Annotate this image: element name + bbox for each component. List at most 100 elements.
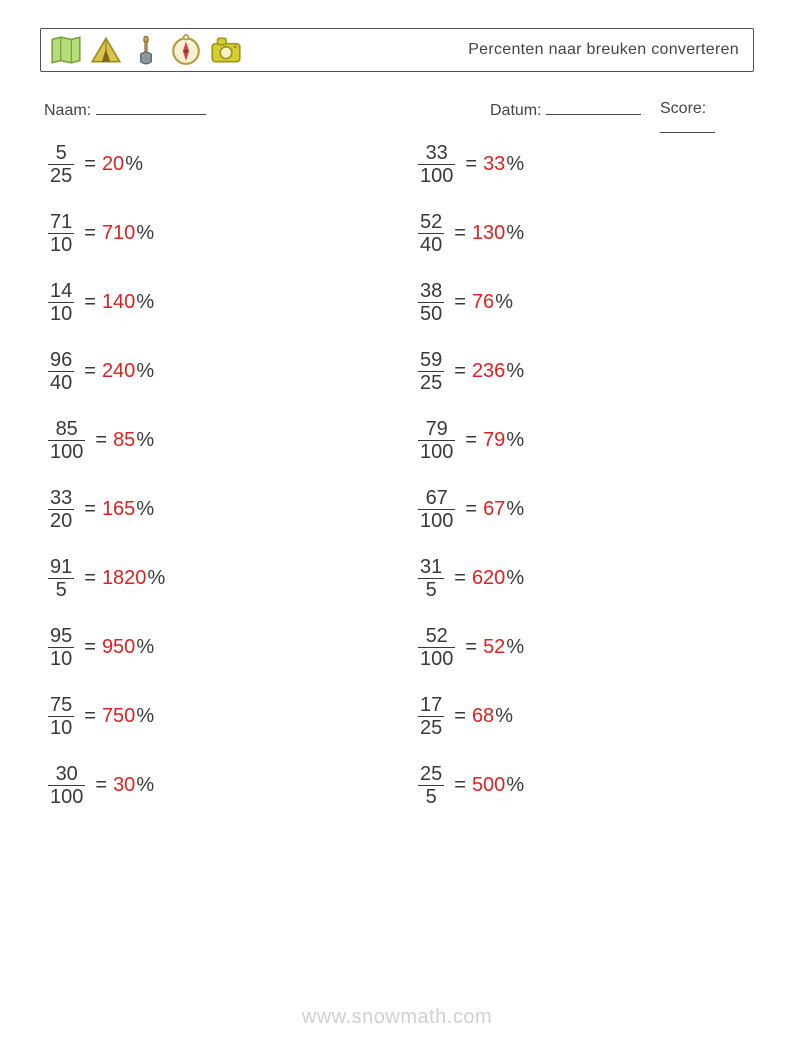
fraction-denominator: 10 bbox=[48, 234, 74, 256]
equals-sign: = bbox=[454, 291, 466, 314]
percent-sign: % bbox=[506, 222, 524, 245]
answer-value: 240 bbox=[102, 360, 135, 383]
equals-sign: = bbox=[454, 567, 466, 590]
problem-row: 7510=750%1725=68% bbox=[48, 682, 748, 751]
problem-row: 9510=950%52100=52% bbox=[48, 613, 748, 682]
problem-cell: 5925=236% bbox=[418, 349, 748, 394]
worksheet-title: Percenten naar breuken converteren bbox=[468, 29, 739, 71]
fraction: 315 bbox=[418, 556, 444, 601]
fraction: 7510 bbox=[48, 694, 74, 739]
equals-sign: = bbox=[465, 498, 477, 521]
name-label: Naam: bbox=[44, 102, 91, 119]
fraction-denominator: 25 bbox=[418, 717, 444, 739]
percent-sign: % bbox=[506, 360, 524, 383]
fraction-numerator: 85 bbox=[54, 418, 80, 440]
fraction-numerator: 52 bbox=[418, 211, 444, 233]
fraction-denominator: 25 bbox=[48, 165, 74, 187]
percent-sign: % bbox=[136, 774, 154, 797]
fraction-denominator: 100 bbox=[418, 165, 455, 187]
problems-grid: 525=20%33100=33%7110=710%5240=130%1410=1… bbox=[48, 130, 748, 820]
fraction: 9640 bbox=[48, 349, 74, 394]
fraction: 9510 bbox=[48, 625, 74, 670]
problem-row: 915=1820%315=620% bbox=[48, 544, 748, 613]
fraction-numerator: 5 bbox=[54, 142, 69, 164]
problem-row: 7110=710%5240=130% bbox=[48, 199, 748, 268]
problem-cell: 5240=130% bbox=[418, 211, 748, 256]
fraction-numerator: 30 bbox=[54, 763, 80, 785]
equals-sign: = bbox=[84, 636, 96, 659]
fraction: 3320 bbox=[48, 487, 74, 532]
fraction-denominator: 5 bbox=[54, 579, 69, 601]
equals-sign: = bbox=[95, 429, 107, 452]
answer-value: 620 bbox=[472, 567, 505, 590]
name-field: Naam: bbox=[44, 100, 206, 120]
fraction-denominator: 5 bbox=[424, 579, 439, 601]
fraction: 915 bbox=[48, 556, 74, 601]
map-icon bbox=[49, 33, 83, 67]
percent-sign: % bbox=[136, 291, 154, 314]
problem-cell: 315=620% bbox=[418, 556, 748, 601]
answer-value: 52 bbox=[483, 636, 505, 659]
answer-value: 68 bbox=[472, 705, 494, 728]
equals-sign: = bbox=[465, 429, 477, 452]
fraction-denominator: 100 bbox=[48, 786, 85, 808]
fraction-denominator: 100 bbox=[418, 648, 455, 670]
problem-cell: 3320=165% bbox=[48, 487, 418, 532]
date-blank bbox=[546, 100, 641, 115]
problem-cell: 7510=750% bbox=[48, 694, 418, 739]
fraction-denominator: 100 bbox=[48, 441, 85, 463]
problem-cell: 85100=85% bbox=[48, 418, 418, 463]
fraction-numerator: 52 bbox=[424, 625, 450, 647]
answer-value: 20 bbox=[102, 153, 124, 176]
fraction: 33100 bbox=[418, 142, 455, 187]
fraction-denominator: 10 bbox=[48, 648, 74, 670]
equals-sign: = bbox=[84, 498, 96, 521]
fraction-denominator: 20 bbox=[48, 510, 74, 532]
equals-sign: = bbox=[84, 567, 96, 590]
fraction-numerator: 25 bbox=[418, 763, 444, 785]
problem-row: 1410=140%3850=76% bbox=[48, 268, 748, 337]
problem-cell: 255=500% bbox=[418, 763, 748, 808]
fraction-numerator: 71 bbox=[48, 211, 74, 233]
fraction: 3850 bbox=[418, 280, 444, 325]
fraction-numerator: 67 bbox=[424, 487, 450, 509]
answer-value: 140 bbox=[102, 291, 135, 314]
fraction-denominator: 10 bbox=[48, 303, 74, 325]
answer-value: 710 bbox=[102, 222, 135, 245]
fraction-numerator: 33 bbox=[48, 487, 74, 509]
shovel-icon bbox=[129, 33, 163, 67]
percent-sign: % bbox=[495, 705, 513, 728]
fraction-numerator: 96 bbox=[48, 349, 74, 371]
problem-cell: 52100=52% bbox=[418, 625, 748, 670]
fraction: 1410 bbox=[48, 280, 74, 325]
equals-sign: = bbox=[84, 222, 96, 245]
fraction-denominator: 25 bbox=[418, 372, 444, 394]
problem-cell: 33100=33% bbox=[418, 142, 748, 187]
camera-icon bbox=[209, 33, 243, 67]
percent-sign: % bbox=[136, 705, 154, 728]
fraction-numerator: 14 bbox=[48, 280, 74, 302]
fraction-numerator: 79 bbox=[424, 418, 450, 440]
answer-value: 1820 bbox=[102, 567, 147, 590]
equals-sign: = bbox=[465, 153, 477, 176]
fraction: 52100 bbox=[418, 625, 455, 670]
problem-cell: 3850=76% bbox=[418, 280, 748, 325]
problem-cell: 9640=240% bbox=[48, 349, 418, 394]
problem-cell: 525=20% bbox=[48, 142, 418, 187]
answer-value: 67 bbox=[483, 498, 505, 521]
problem-cell: 7110 = 710% bbox=[48, 211, 418, 256]
percent-sign: % bbox=[136, 429, 154, 452]
fraction-numerator: 95 bbox=[48, 625, 74, 647]
fraction-denominator: 100 bbox=[418, 441, 455, 463]
fraction: 7110 bbox=[48, 211, 74, 256]
problem-row: 9640=240%5925=236% bbox=[48, 337, 748, 406]
percent-sign: % bbox=[506, 429, 524, 452]
percent-sign: % bbox=[136, 222, 154, 245]
equals-sign: = bbox=[84, 705, 96, 728]
equals-sign: = bbox=[454, 705, 466, 728]
name-blank bbox=[96, 100, 206, 115]
date-field: Datum: bbox=[490, 100, 641, 120]
compass-icon bbox=[169, 33, 203, 67]
answer-value: 130 bbox=[472, 222, 505, 245]
problem-row: 85100=85%79100=79% bbox=[48, 406, 748, 475]
